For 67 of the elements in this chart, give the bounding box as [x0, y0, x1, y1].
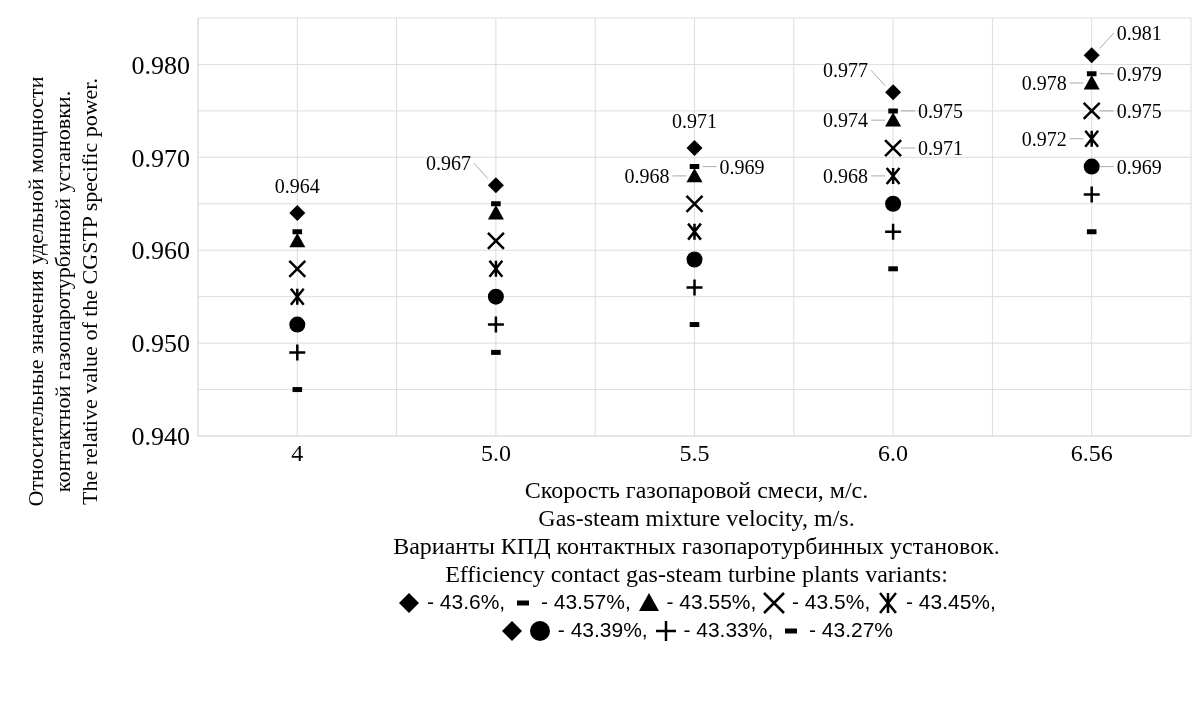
data-label: 0.979: [1116, 62, 1162, 85]
data-label: 0.971: [918, 137, 964, 160]
point: [885, 166, 901, 186]
point: [289, 205, 306, 222]
y-tick-label: 0.950: [131, 329, 190, 359]
point: [1082, 101, 1101, 121]
y-tick-label: 0.960: [131, 236, 190, 266]
point: [1084, 129, 1100, 149]
point: [288, 343, 307, 362]
data-label: 0.975: [918, 99, 964, 122]
point: [1082, 185, 1101, 204]
point: [487, 205, 504, 220]
data-label: 0.968: [624, 164, 670, 187]
point: [488, 259, 504, 279]
data-label: 0.978: [1021, 72, 1067, 95]
data-label: 0.981: [1116, 22, 1162, 45]
point: [486, 315, 506, 334]
point: [1083, 75, 1100, 90]
legend-label: - 43.27%: [807, 618, 894, 641]
legend-title: Варианты КПД контактных газопаротурбинных установок. Efficiency contact gas-steam turbine plants variants:: [392, 532, 1001, 588]
legend-label: - 43.5%,: [791, 590, 871, 613]
data-label: 0.969: [1116, 155, 1162, 178]
point: [487, 177, 504, 194]
legend-label: - 43.39%,: [556, 618, 648, 641]
x-tick-label: 6.56: [1070, 440, 1113, 467]
point: [486, 231, 506, 251]
point: [686, 222, 703, 241]
x-tick-label: 4: [291, 440, 304, 467]
data-label: 0.971: [672, 110, 717, 133]
data-label: 0.967: [425, 152, 471, 175]
point: [885, 195, 902, 212]
point: [1083, 158, 1100, 175]
point: [685, 278, 704, 297]
y-tick-label: 0.970: [131, 143, 190, 173]
x-axis-title: Скорость газопаровой смеси, м/с. Gas-steam mixture velocity, m/s.: [523, 476, 870, 532]
data-label: 0.974: [823, 109, 869, 132]
point: [883, 222, 903, 241]
point: [289, 316, 306, 333]
legend-label: - 43.45%,: [904, 590, 996, 613]
point: [883, 138, 903, 158]
data-label: 0.968: [823, 164, 869, 187]
data-label: 0.977: [823, 59, 869, 82]
point: [1083, 47, 1100, 64]
data-label: 0.964: [274, 175, 320, 198]
point: [487, 288, 504, 305]
point: [685, 194, 704, 214]
x-tick-label: 5.0: [480, 440, 511, 467]
point: [289, 232, 306, 248]
data-label: 0.969: [719, 155, 765, 178]
legend-label: - 43.33%,: [682, 618, 774, 641]
point: [288, 259, 307, 279]
legend-label: - 43.6%,: [426, 590, 506, 613]
point: [885, 112, 902, 127]
point: [686, 251, 703, 268]
y-tick-label: 0.940: [131, 422, 190, 452]
x-tick-label: 6.0: [878, 440, 909, 467]
y-axis-title: Относительные значения удельной мощности контактной газопаротурбинной установки. The relative value of the CGSTP specific power.: [21, 75, 103, 509]
data-label: 0.972: [1021, 127, 1067, 150]
point: [686, 167, 703, 183]
data-label: 0.975: [1116, 99, 1162, 122]
point: [289, 287, 305, 306]
legend-label: - 43.55%,: [665, 590, 757, 613]
legend-label: - 43.57%,: [539, 590, 631, 613]
x-tick-label: 5.5: [679, 440, 710, 467]
point: [885, 84, 902, 101]
point: [686, 140, 703, 157]
y-tick-label: 0.980: [131, 50, 190, 80]
